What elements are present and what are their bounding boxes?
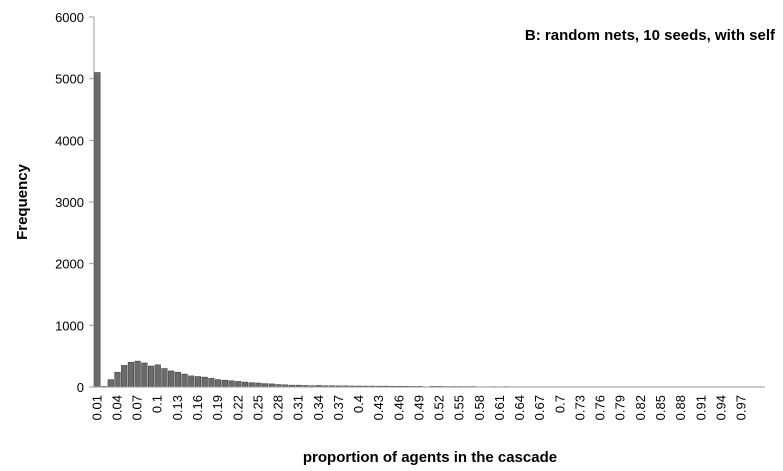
- bar: [154, 364, 161, 388]
- x-tick-label: 0.67: [532, 395, 547, 420]
- x-tick-label: 0.7: [552, 395, 567, 413]
- bar: [208, 378, 215, 388]
- x-tick-label: 0.85: [653, 395, 668, 420]
- x-tick-label: 0.61: [492, 395, 507, 420]
- x-tick-label: 0.43: [371, 395, 386, 420]
- bar: [201, 376, 208, 388]
- x-tick-label: 0.25: [250, 395, 265, 420]
- bar: [194, 376, 202, 388]
- x-tick-label: 0.37: [331, 395, 346, 420]
- y-tick-label: 4000: [55, 133, 84, 148]
- x-tick-label: 0.4: [351, 395, 366, 413]
- bar: [215, 379, 222, 388]
- x-tick-label: 0.22: [230, 395, 245, 420]
- bar: [181, 373, 188, 388]
- x-tick-label: 0.46: [391, 395, 406, 420]
- chart-title: B: random nets, 10 seeds, with self: [525, 27, 776, 44]
- x-tick-label: 0.94: [713, 395, 728, 420]
- x-tick-label: 0.91: [693, 395, 708, 420]
- bar: [114, 371, 121, 388]
- x-tick-label: 0.52: [432, 395, 447, 420]
- bar: [127, 362, 134, 388]
- y-tick-label: 5000: [55, 72, 84, 87]
- x-tick-label: 0.97: [734, 395, 749, 420]
- x-tick-label: 0.01: [89, 395, 104, 420]
- x-tick-label: 0.88: [673, 395, 688, 420]
- x-tick-label: 0.07: [130, 395, 145, 420]
- x-tick-label: 0.04: [109, 395, 124, 420]
- bar: [248, 382, 255, 388]
- bar: [188, 375, 195, 388]
- bar: [241, 381, 249, 388]
- x-tick-label: 0.58: [472, 395, 487, 420]
- bar: [161, 368, 168, 388]
- x-tick-label: 0.34: [311, 395, 326, 420]
- y-tick-label: 2000: [55, 257, 84, 272]
- bar: [228, 380, 235, 388]
- y-axis-title: Frequency: [14, 163, 31, 240]
- bar: [107, 379, 114, 388]
- bar: [134, 360, 141, 388]
- x-tick-label: 0.82: [633, 395, 648, 420]
- bar: [262, 383, 269, 388]
- x-tick-label: 0.28: [271, 395, 286, 420]
- x-tick-label: 0.64: [512, 395, 527, 420]
- bar: [174, 371, 181, 388]
- y-tick-label: 3000: [55, 195, 84, 210]
- x-tick-label: 0.73: [572, 395, 587, 420]
- x-tick-label: 0.31: [291, 395, 306, 420]
- bar: [147, 365, 155, 388]
- bar: [255, 382, 262, 388]
- x-tick-label: 0.16: [190, 395, 205, 420]
- x-tick-label: 0.55: [452, 395, 467, 420]
- x-tick-label: 0.76: [593, 395, 608, 420]
- bar: [168, 370, 175, 388]
- x-tick-label: 0.79: [613, 395, 628, 420]
- bar: [221, 379, 228, 388]
- bar: [141, 362, 148, 388]
- y-tick-label: 1000: [55, 318, 84, 333]
- x-tick-label: 0.1: [150, 395, 165, 413]
- bar: [121, 365, 128, 388]
- x-tick-label: 0.13: [170, 395, 185, 420]
- x-axis-title: proportion of agents in the cascade: [303, 449, 557, 466]
- x-tick-label: 0.49: [411, 395, 426, 420]
- bar: [94, 72, 101, 388]
- bar: [235, 381, 242, 388]
- y-tick-label: 6000: [55, 10, 84, 25]
- x-tick-label: 0.19: [210, 395, 225, 420]
- y-tick-label: 0: [77, 380, 84, 395]
